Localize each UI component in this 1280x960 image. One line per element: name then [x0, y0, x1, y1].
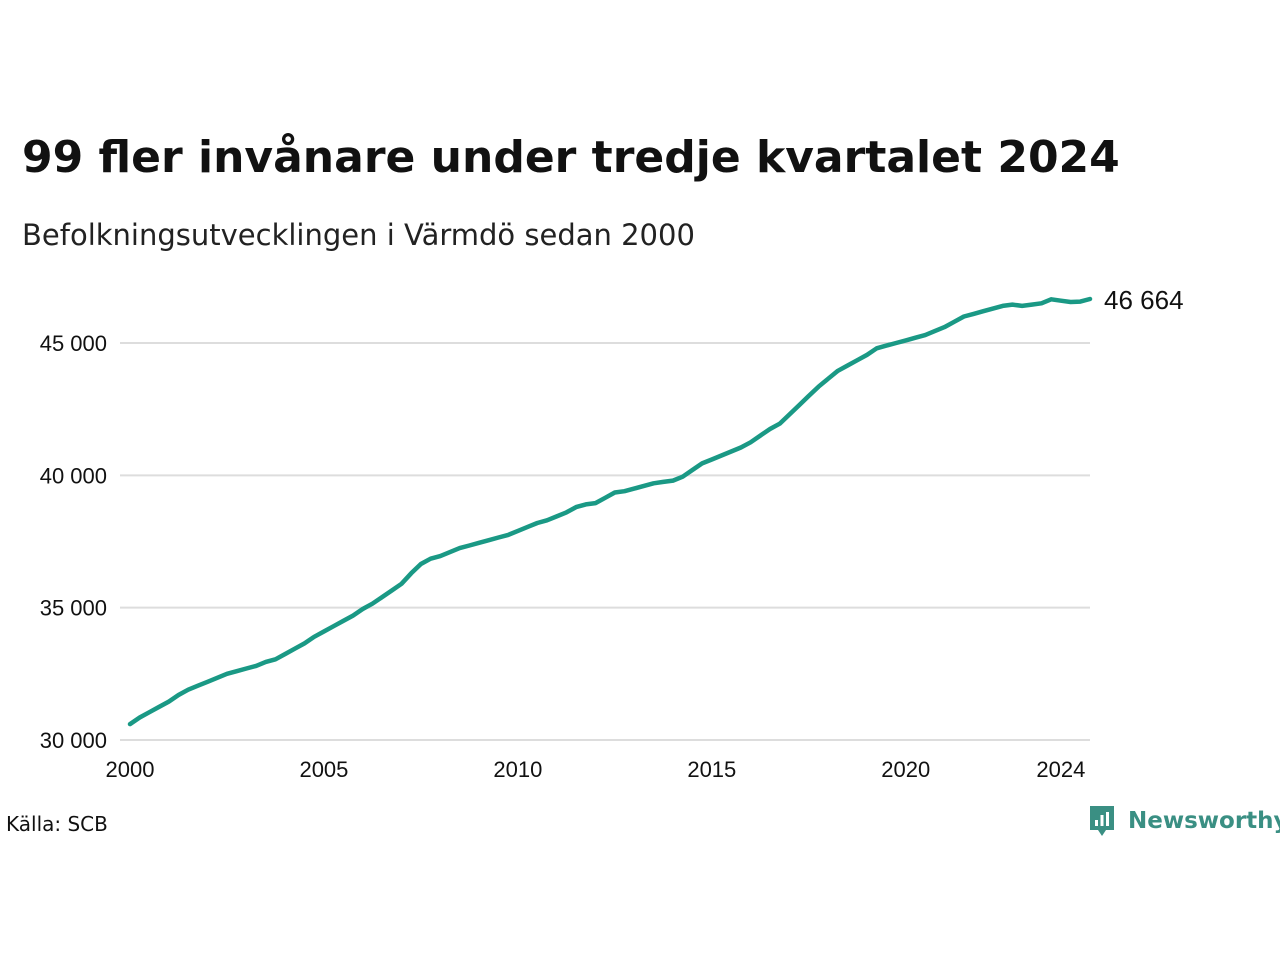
x-tick-label: 2024 [1036, 757, 1085, 782]
y-tick-label: 30 000 [40, 728, 107, 753]
chart-title: 99 fler invånare under tredje kvartalet … [22, 132, 1120, 183]
newsworthy-logo: Newsworthy [1088, 804, 1280, 838]
y-axis-ticks: 30 000 35 000 40 000 45 000 [40, 331, 107, 753]
y-tick-label: 45 000 [40, 331, 107, 356]
y-tick-label: 35 000 [40, 596, 107, 621]
source-note: Källa: SCB [6, 812, 108, 836]
y-tick-label: 40 000 [40, 463, 107, 488]
newsworthy-logo-icon [1090, 806, 1114, 836]
x-tick-label: 2015 [687, 757, 736, 782]
x-axis-ticks: 2000 2005 2010 2015 2020 2024 [106, 757, 1086, 782]
chart-subtitle: Befolkningsutvecklingen i Värmdö sedan 2… [22, 218, 695, 252]
x-tick-label: 2000 [106, 757, 155, 782]
x-tick-label: 2005 [299, 757, 348, 782]
brand-name: Newsworthy [1128, 808, 1280, 834]
end-value-label: 46 664 [1104, 285, 1184, 315]
x-tick-label: 2020 [881, 757, 930, 782]
population-line [127, 296, 1093, 727]
gridlines [120, 342, 1090, 741]
x-tick-label: 2010 [493, 757, 542, 782]
